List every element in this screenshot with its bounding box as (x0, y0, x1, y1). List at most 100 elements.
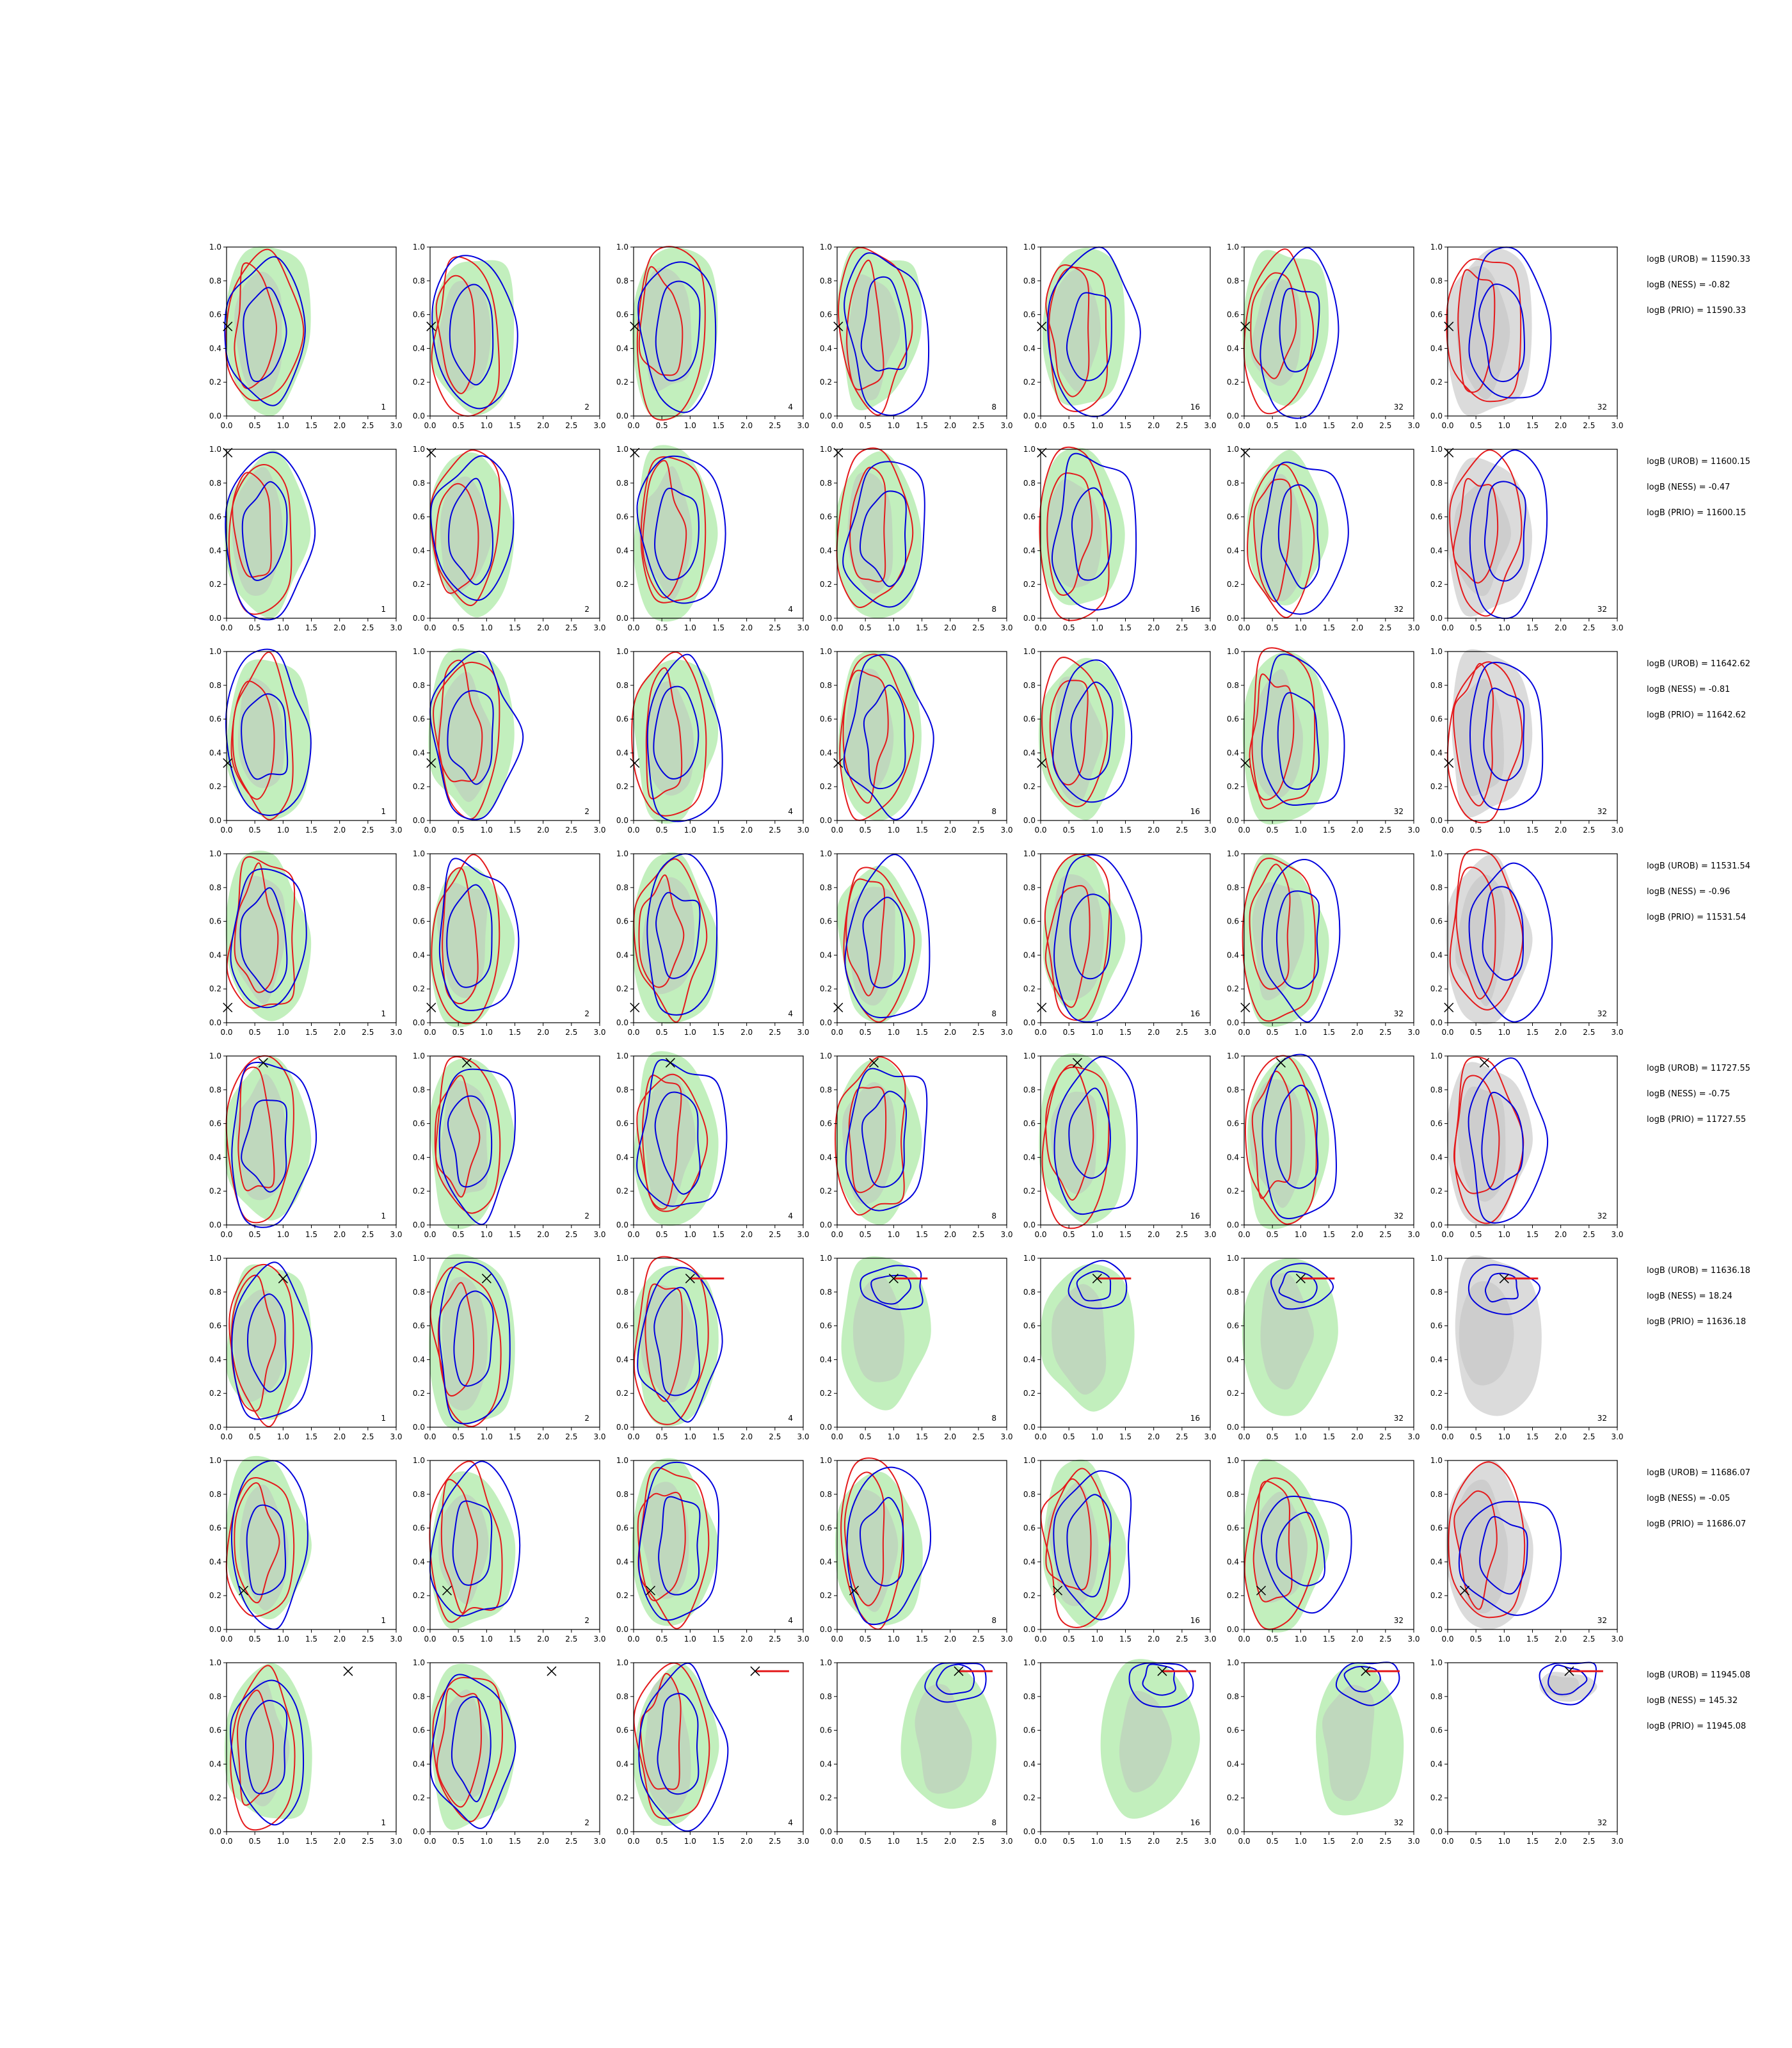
blue-contour-inner (1343, 1666, 1381, 1693)
panel-label: 1 (381, 403, 386, 412)
x-tick-label: 2.5 (565, 1432, 577, 1441)
panel-label: 2 (584, 1212, 589, 1220)
x-tick-label: 2.0 (1351, 623, 1363, 632)
x-tick-label: 1.5 (1526, 1028, 1539, 1037)
blue-contour-inner (936, 1663, 975, 1695)
y-tick-label: 0.6 (820, 513, 832, 522)
red-contour-outer (1048, 266, 1108, 412)
x-tick-label: 1.0 (1091, 623, 1103, 632)
true-value-marker (630, 1002, 640, 1012)
y-tick-label: 0.4 (209, 546, 221, 555)
blue-contour-outer (843, 654, 934, 820)
density-fill-inner (233, 1289, 288, 1402)
panel-r6-c1: 0.0 0.5 1.0 1.5 2.0 2.5 3.0 0.0 0.2 0.4 0.6 0.8 1.0 1 (209, 1254, 403, 1441)
y-tick-label: 0.8 (1227, 1692, 1239, 1701)
panel-label: 32 (1394, 605, 1404, 614)
blue-contour-inner (1548, 1664, 1588, 1695)
panel-r5-c3: 0.0 0.5 1.0 1.5 2.0 2.5 3.0 0.0 0.2 0.4 0.6 0.8 1.0 4 (616, 1051, 810, 1239)
y-tick-label: 0.0 (820, 816, 832, 825)
true-value-marker (750, 1666, 760, 1676)
blue-contour-inner (447, 690, 494, 785)
x-tick-label: 0.5 (1470, 1837, 1482, 1846)
x-tick-label: 2.0 (333, 421, 346, 430)
panel-r8-c5: 0.0 0.5 1.0 1.5 2.0 2.5 3.0 0.0 0.2 0.4 0.6 0.8 1.0 1… (1023, 1658, 1217, 1846)
x-tick-label: 1.5 (509, 623, 521, 632)
x-tick-label: 2.0 (537, 1230, 549, 1239)
x-tick-label: 1.0 (888, 1230, 900, 1239)
x-tick-label: 3.0 (1204, 421, 1216, 430)
x-tick-label: 0.5 (1267, 1837, 1279, 1846)
x-tick-label: 1.5 (305, 826, 317, 835)
stat-ness-2: logB (NESS) = -0.47 (1647, 483, 1731, 492)
marker-stroke-b (1295, 1274, 1306, 1284)
y-tick-label: 1.0 (1023, 243, 1036, 252)
red-contour-outer (631, 651, 707, 817)
x-tick-label: 1.5 (1526, 623, 1539, 632)
density-fill-outer (224, 1056, 312, 1221)
true-value-marker (833, 321, 844, 332)
y-tick-label: 0.8 (1227, 681, 1239, 690)
x-tick-label: 2.5 (972, 1837, 984, 1846)
x-tick-label: 1.0 (277, 421, 289, 430)
y-tick-label: 0.0 (1430, 816, 1443, 825)
density-fill-outer (1539, 1672, 1597, 1702)
x-tick-label: 3.0 (1611, 1230, 1623, 1239)
x-tick-label: 0.5 (452, 1635, 465, 1644)
y-tick-label: 0.8 (209, 1085, 221, 1094)
blue-contour-outer (842, 461, 925, 608)
density-fill-outer (428, 648, 515, 820)
blue-contour-inner (655, 280, 701, 381)
true-value-marker (1564, 1666, 1574, 1676)
y-tick-label: 0.8 (1430, 1288, 1443, 1297)
panel-r6-c3: 0.0 0.5 1.0 1.5 2.0 2.5 3.0 0.0 0.2 0.4 0.6 0.8 1.0 4 (616, 1254, 810, 1441)
x-tick-label: 3.0 (593, 1230, 605, 1239)
y-tick-label: 0.4 (820, 1557, 832, 1566)
x-tick-label: 0.5 (1470, 1230, 1482, 1239)
y-tick-label: 0.0 (1430, 1827, 1443, 1836)
true-value-marker (1444, 447, 1454, 458)
blue-contour-inner (860, 490, 907, 588)
x-tick-label: 0.0 (1238, 826, 1250, 835)
true-value-marker (223, 758, 233, 768)
density-fill-outer (226, 659, 311, 820)
blue-contour-inner (1071, 487, 1112, 581)
blue-contour-inner (1481, 1091, 1524, 1190)
x-tick-label: 0.0 (1034, 1432, 1046, 1441)
y-tick-label: 0.4 (1430, 950, 1443, 959)
blue-contour-inner (1142, 1663, 1176, 1696)
stat-urob-6: logB (UROB) = 11636.18 (1647, 1266, 1750, 1276)
stat-ness-6: logB (NESS) = 18.24 (1647, 1292, 1732, 1301)
panel-r1-c2: 0.0 0.5 1.0 1.5 2.0 2.5 3.0 0.0 0.2 0.4 0.6 0.8 1.0 2 (413, 243, 606, 430)
x-tick-label: 2.0 (1555, 826, 1567, 835)
x-tick-label: 3.0 (1407, 421, 1420, 430)
x-tick-label: 2.5 (1176, 826, 1188, 835)
red-contour-inner (436, 1688, 482, 1808)
true-value-marker (665, 1058, 675, 1068)
marker-stroke-b (833, 1002, 844, 1012)
y-tick-label: 0.4 (413, 1759, 425, 1768)
blue-contour-outer (429, 1460, 521, 1617)
blue-contour-inner (1076, 1270, 1112, 1302)
x-tick-label: 2.5 (972, 826, 984, 835)
y-tick-label: 1.0 (1430, 1658, 1443, 1667)
blue-contour-inner (863, 684, 906, 790)
density-fill-outer (1446, 854, 1533, 1025)
x-tick-label: 3.0 (1000, 1432, 1012, 1441)
y-tick-label: 1.0 (209, 243, 221, 252)
marker-stroke-b (888, 1274, 899, 1284)
x-tick-label: 3.0 (1000, 1635, 1012, 1644)
red-contour-outer (232, 652, 294, 820)
y-tick-label: 0.0 (413, 1423, 425, 1432)
y-tick-label: 1.0 (820, 1254, 832, 1263)
marker-stroke-b (954, 1666, 964, 1676)
y-tick-label: 0.8 (209, 1490, 221, 1499)
blue-contour-outer (1053, 1470, 1132, 1620)
x-tick-label: 2.0 (1555, 1432, 1567, 1441)
density-fill-outer (225, 851, 312, 1021)
true-value-marker (685, 1274, 695, 1284)
true-value-marker (1444, 758, 1454, 768)
red-contour-outer (1448, 1461, 1526, 1619)
blue-contour-inner (452, 1500, 493, 1586)
y-tick-label: 0.2 (616, 782, 628, 791)
